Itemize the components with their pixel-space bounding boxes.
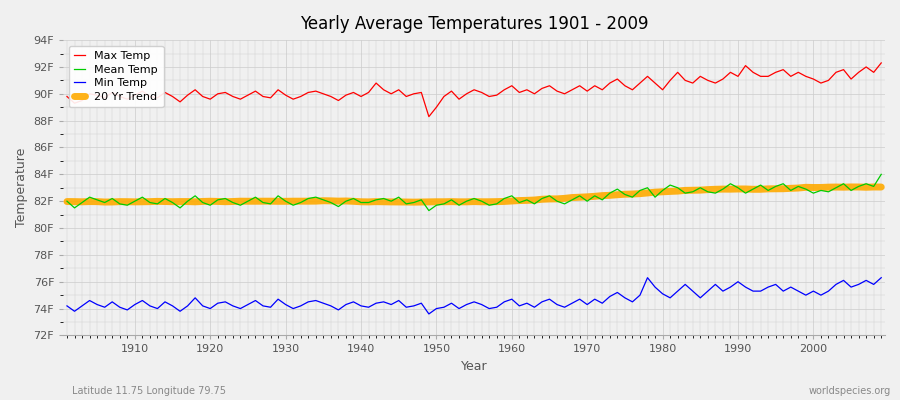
Line: Min Temp: Min Temp [67,278,881,314]
Title: Yearly Average Temperatures 1901 - 2009: Yearly Average Temperatures 1901 - 2009 [300,15,648,33]
20 Yr Trend [122,199,132,204]
20 Yr Trend [514,198,525,203]
Min Temp [424,312,435,316]
Legend: Max Temp, Mean Temp, Min Temp, 20 Yr Trend: Max Temp, Mean Temp, Min Temp, 20 Yr Tre… [68,46,164,107]
Y-axis label: Temperature: Temperature [15,148,28,228]
Min Temp [61,304,72,308]
Max Temp [288,97,299,102]
Line: 20 Yr Trend: 20 Yr Trend [67,187,881,202]
Min Temp [876,275,886,280]
Max Temp [605,81,616,86]
Mean Temp [514,200,525,205]
Mean Temp [605,191,616,196]
20 Yr Trend [876,185,886,190]
20 Yr Trend [333,199,344,204]
20 Yr Trend [846,184,857,189]
20 Yr Trend [288,199,299,204]
Line: Max Temp: Max Temp [67,63,881,117]
Min Temp [514,304,525,308]
Mean Temp [122,203,132,208]
Max Temp [514,90,525,95]
Min Temp [122,308,132,312]
Min Temp [507,297,517,302]
Text: Latitude 11.75 Longitude 79.75: Latitude 11.75 Longitude 79.75 [72,386,226,396]
Max Temp [333,98,344,103]
Max Temp [507,83,517,88]
Mean Temp [288,203,299,208]
20 Yr Trend [409,200,419,204]
Min Temp [605,294,616,299]
Mean Temp [333,204,344,209]
Text: worldspecies.org: worldspecies.org [809,386,891,396]
Min Temp [642,275,652,280]
Mean Temp [61,199,72,204]
20 Yr Trend [507,198,517,203]
X-axis label: Year: Year [461,360,488,373]
Mean Temp [507,194,517,198]
Mean Temp [424,208,435,213]
Max Temp [61,94,72,99]
20 Yr Trend [61,199,72,204]
Max Temp [876,60,886,65]
Mean Temp [876,172,886,177]
Max Temp [122,97,132,102]
Max Temp [424,114,435,119]
Min Temp [288,306,299,311]
Line: Mean Temp: Mean Temp [67,174,881,210]
Min Temp [333,308,344,312]
20 Yr Trend [605,193,616,198]
